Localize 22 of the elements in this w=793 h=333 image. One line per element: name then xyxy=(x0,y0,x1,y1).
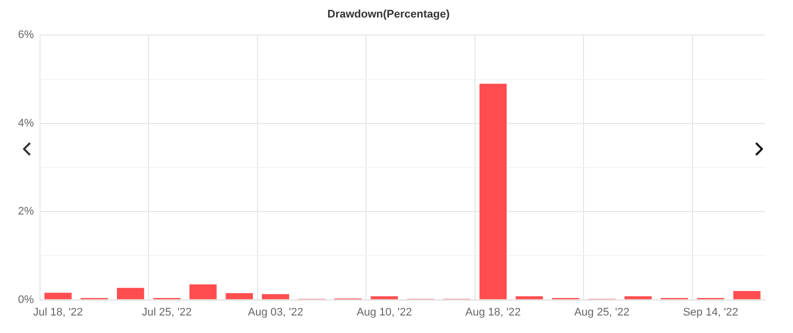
x-tick-label: Aug 10, '22 xyxy=(356,306,412,318)
bar xyxy=(262,294,290,300)
y-tick-label: 0% xyxy=(18,294,34,306)
bar xyxy=(44,292,72,300)
x-tick-label: Sep 14, '22 xyxy=(682,306,738,318)
bar xyxy=(733,290,760,300)
x-tick-label: Aug 25, '22 xyxy=(574,306,630,318)
x-tick-label: Jul 25, '22 xyxy=(142,306,192,318)
bar xyxy=(370,296,398,300)
x-tick-label: Aug 03, '22 xyxy=(248,306,304,318)
bar xyxy=(624,296,652,300)
x-tick-label: Aug 18, '22 xyxy=(465,306,521,318)
chart-title: Drawdown(Percentage) xyxy=(327,8,450,21)
bar xyxy=(116,288,144,300)
bar xyxy=(516,296,543,300)
bar xyxy=(479,84,507,300)
y-tick-label: 4% xyxy=(18,117,34,130)
x-tick-label: Jul 18, '22 xyxy=(33,306,83,318)
bar xyxy=(226,293,253,300)
y-tick-label: 2% xyxy=(18,206,34,218)
bar xyxy=(189,284,217,300)
y-tick-label: 6% xyxy=(18,29,34,42)
